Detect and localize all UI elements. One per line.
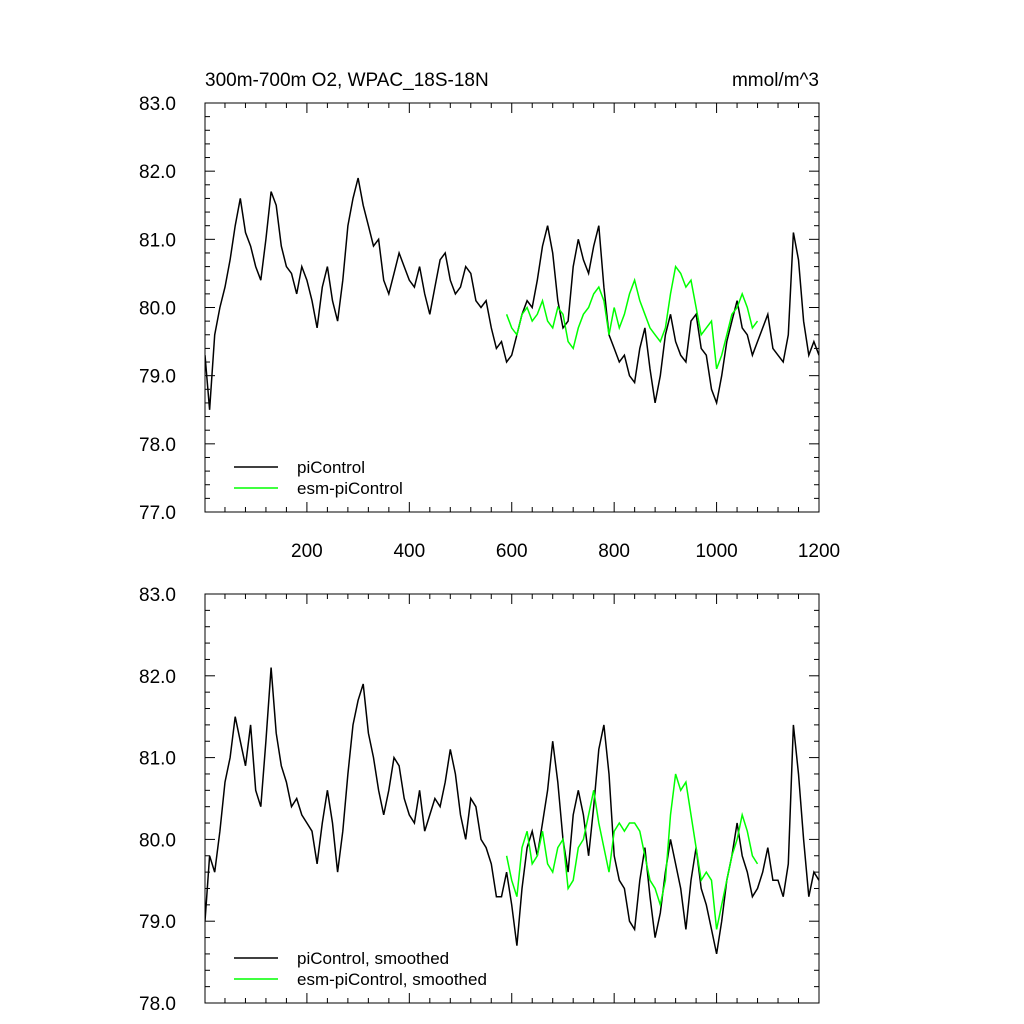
x-tick-label: 800: [598, 541, 630, 562]
y-tick-label: 78.0: [139, 435, 176, 456]
plot-frame: [204, 102, 820, 513]
series-line-picontrol-smoothed: [205, 667, 819, 955]
series-line-esm-picontrol: [505, 264, 759, 370]
x-tick-label: 400: [393, 541, 425, 562]
y-tick-label: 83.0: [139, 94, 176, 115]
y-tick-label: 82.0: [139, 162, 176, 183]
x-tick-label: 1200: [798, 541, 840, 562]
upper-panel: 300m-700m O2, WPAC_18S-18N mmol/m^3 77.0…: [139, 70, 840, 562]
lower-panel: 78.0 79.0 80.0 81.0 82.0 83.0 piControl, smoot…: [139, 585, 820, 1015]
y-tick-label: 83.0: [139, 585, 176, 606]
series-line-esm-picontrol-smoothed: [505, 773, 759, 930]
units-label: mmol/m^3: [732, 70, 819, 91]
x-tick-label: 600: [496, 541, 528, 562]
y-tick-label: 79.0: [139, 367, 176, 388]
x-tick-label: 1000: [695, 541, 737, 562]
chart-title: 300m-700m O2, WPAC_18S-18N: [205, 70, 489, 91]
lower-plot-area: 78.0 79.0 80.0 81.0 82.0 83.0 piControl, smoot…: [139, 585, 820, 1015]
legend-label: piControl, smoothed: [297, 949, 449, 968]
y-tick-label: 78.0: [139, 994, 176, 1015]
y-tick-label: 81.0: [139, 230, 176, 251]
y-tick-label: 82.0: [139, 667, 176, 688]
y-tick-label: 81.0: [139, 749, 176, 770]
y-tick-label: 79.0: [139, 912, 176, 933]
y-tick-label: 80.0: [139, 299, 176, 320]
legend-label: piControl: [297, 458, 365, 477]
legend-label: esm-piControl: [297, 479, 403, 498]
upper-plot-area: 77.0 78.0 79.0 80.0 81.0 82.0 83.0 200 400 600 800…: [139, 94, 840, 562]
y-tick-label: 77.0: [139, 503, 176, 524]
y-tick-label: 80.0: [139, 830, 176, 851]
x-tick-label: 200: [291, 541, 323, 562]
series-line-picontrol: [205, 177, 819, 410]
legend-label: esm-piControl, smoothed: [297, 970, 487, 989]
